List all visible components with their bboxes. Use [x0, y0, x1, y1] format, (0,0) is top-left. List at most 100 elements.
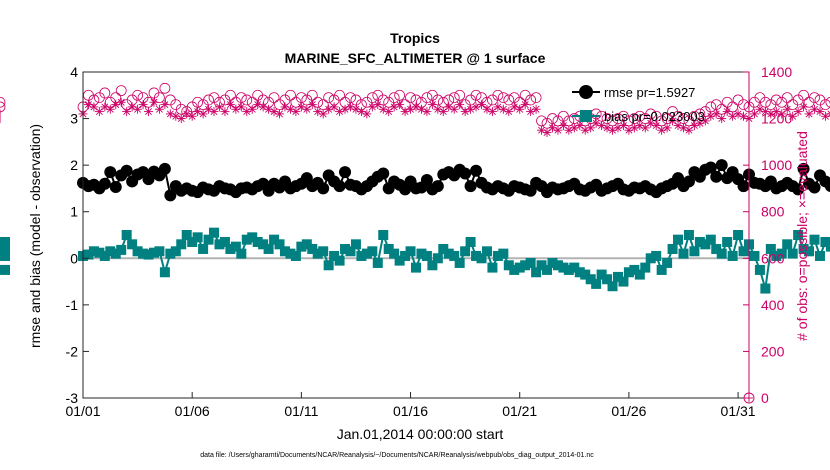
rmse-point [431, 180, 444, 193]
obs-evaluated-point [515, 104, 525, 114]
obs-evaluated-stroke [789, 112, 797, 120]
obs-evaluated-point [558, 121, 568, 131]
bias-point [754, 264, 765, 275]
bias-point [749, 250, 760, 261]
obs-evaluated-point [149, 97, 159, 107]
obs-evaluated-stroke [718, 115, 726, 123]
bias-point [525, 257, 536, 268]
obs-possible-point [503, 94, 515, 106]
obs-evaluated-point [384, 107, 394, 117]
y-tick-label: -2 [66, 343, 79, 359]
obs-evaluated-stroke [281, 103, 289, 111]
bias-point [192, 232, 203, 243]
y-tick-label: 0 [70, 250, 78, 266]
obs-evaluated-point [198, 109, 208, 119]
obs-evaluated-point [351, 104, 361, 114]
obs-evaluated-stroke [177, 115, 185, 123]
obs-possible-point [798, 89, 809, 101]
bias-point [825, 241, 830, 252]
bias-point [607, 281, 618, 292]
bias-point [438, 243, 449, 254]
bias-point [443, 248, 454, 259]
obs-evaluated-stroke [166, 110, 174, 118]
obs-evaluated-stroke [226, 101, 234, 109]
bias-point [656, 264, 667, 275]
rmse-point [109, 181, 122, 194]
bias-point [651, 250, 662, 261]
obs-evaluated-stroke [516, 105, 524, 113]
bias-point [132, 246, 143, 257]
obs-evaluated-stroke [674, 122, 682, 130]
obs-evaluated-stroke [543, 129, 551, 137]
bias-point [340, 243, 351, 254]
obs-evaluated-stroke [663, 124, 671, 132]
obs-evaluated-point [815, 107, 825, 117]
obs-evaluated-stroke [734, 110, 742, 118]
bias-point [574, 267, 585, 278]
obs-evaluated-point [449, 104, 459, 114]
obs-evaluated-stroke [145, 108, 152, 116]
obs-evaluated-stroke [680, 124, 687, 132]
rmse-point [158, 162, 171, 175]
bias-point [356, 250, 367, 261]
obs-evaluated-point [804, 109, 814, 119]
x-tick-label: 01/26 [611, 403, 646, 419]
obs-evaluated-stroke [237, 103, 245, 111]
rmse-point [704, 161, 717, 174]
obs-evaluated-stroke [538, 126, 546, 134]
obs-evaluated-stroke [483, 105, 491, 113]
rmse-point [120, 164, 133, 177]
bias-point [694, 236, 705, 247]
obs-evaluated-stroke [194, 108, 202, 116]
obs-evaluated-stroke [827, 110, 830, 114]
obs-evaluated-point [684, 125, 694, 135]
obs-evaluated-point [651, 121, 661, 131]
obs-evaluated-stroke [357, 108, 365, 116]
obs-evaluated-point [722, 107, 732, 117]
obs-evaluated-stroke [456, 101, 464, 109]
obs-evaluated-point [373, 100, 383, 110]
bias-point [476, 253, 487, 264]
obs-evaluated-stroke [221, 108, 229, 116]
obs-evaluated-point [618, 121, 628, 131]
bias-point [487, 262, 498, 273]
obs-evaluated-stroke [827, 114, 830, 118]
bias-point [591, 278, 602, 289]
obs-possible-point [0, 101, 6, 113]
chart-subtitle: MARINE_SFC_ALTIMETER @ 1 surface [285, 50, 546, 66]
bias-point [787, 248, 798, 259]
rmse-point [333, 180, 346, 193]
x-tick-label: 01/16 [393, 403, 428, 419]
y-tick-label-right: 0 [761, 390, 769, 406]
obs-evaluated-stroke [740, 112, 748, 120]
obs-evaluated-stroke [385, 108, 393, 116]
obs-evaluated-point [668, 116, 678, 126]
rmse-point [715, 159, 728, 172]
obs-evaluated-point [313, 107, 323, 117]
obs-evaluated-stroke [603, 124, 611, 132]
obs-evaluated-stroke [559, 122, 567, 130]
obs-evaluated-point [247, 104, 257, 114]
obs-possible-point [334, 89, 345, 101]
y-tick-label: 2 [70, 157, 78, 173]
bias-point [700, 239, 711, 250]
obs-evaluated-stroke [805, 110, 813, 118]
x-axis-label: Jan.01,2014 00:00:00 start [337, 426, 504, 442]
obs-evaluated-stroke [286, 105, 294, 113]
obs-possible-point [115, 85, 127, 97]
bias-point [307, 243, 318, 254]
bias-point [203, 234, 214, 245]
obs-possible-point [470, 89, 482, 101]
bias-point [394, 255, 405, 266]
obs-evaluated-point [777, 109, 787, 119]
bias-point [361, 248, 372, 259]
bias-point [738, 246, 749, 257]
y-tick-label-right: 1000 [761, 157, 792, 173]
bias-point [143, 249, 154, 260]
obs-evaluated-stroke [379, 105, 387, 113]
bias-point [820, 236, 830, 247]
obs-possible-point [820, 99, 830, 110]
obs-evaluated-stroke [499, 105, 507, 113]
bias-point [563, 264, 574, 275]
obs-evaluated-point [717, 114, 727, 124]
